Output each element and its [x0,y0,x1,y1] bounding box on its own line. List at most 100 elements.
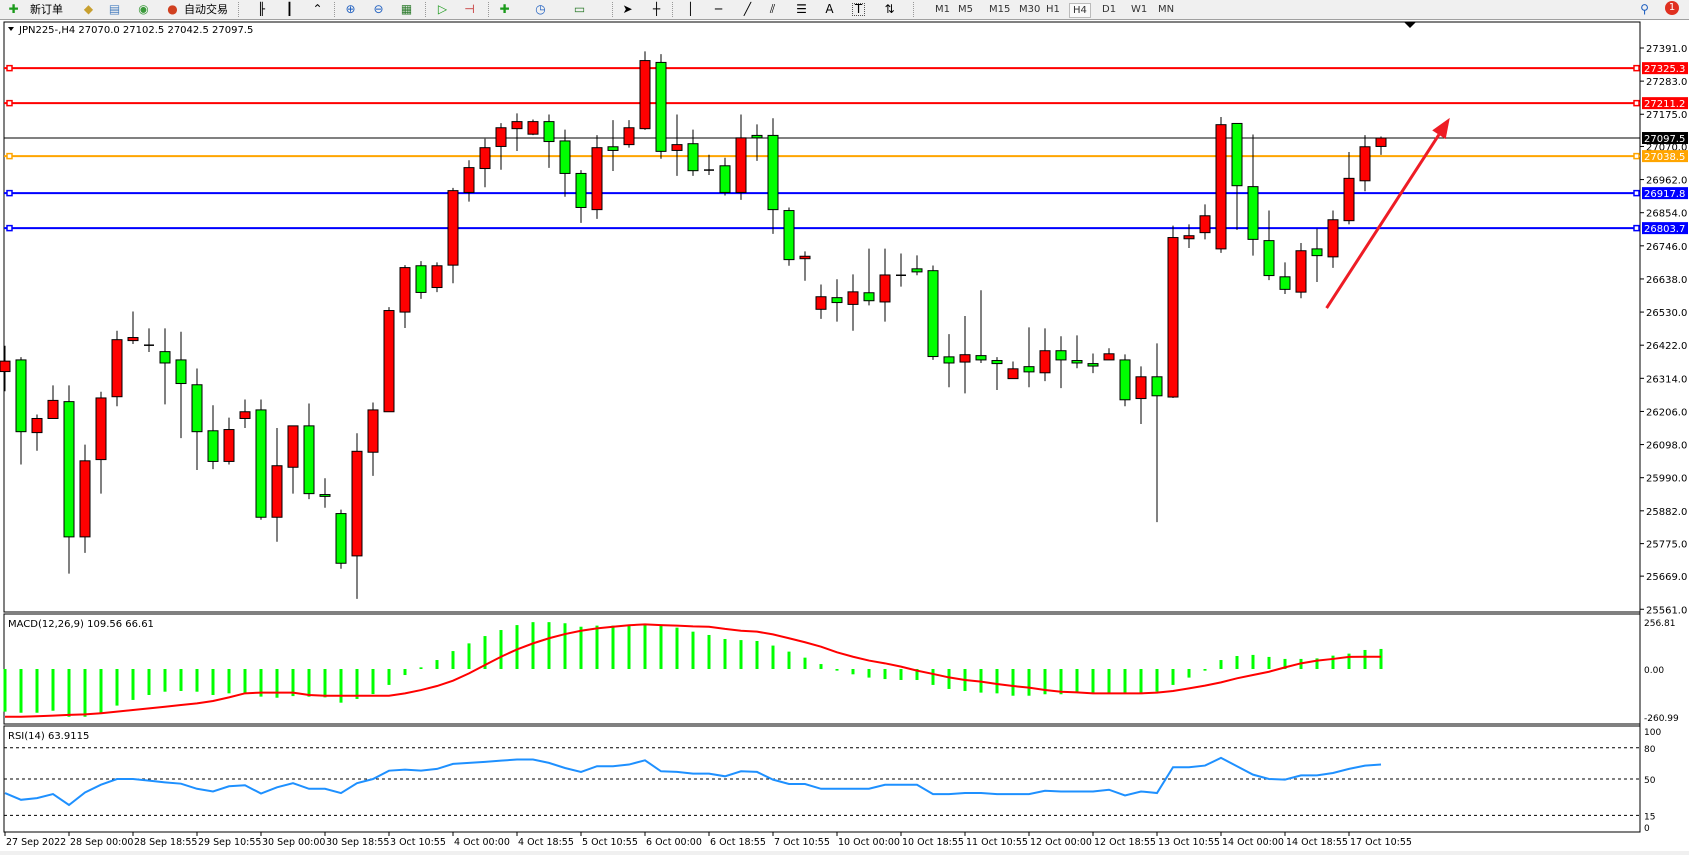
candle [159,328,171,405]
timeframe-m30[interactable]: M30 [1019,4,1041,15]
macd-bar [435,660,439,669]
macd-bar [1059,669,1063,695]
timeframe-h4[interactable]: H4 [1069,3,1091,18]
notifications-icon[interactable]: 1 [1665,1,1679,15]
dropdown-triangle-icon [8,27,14,31]
candle-body [1119,359,1131,401]
fibonacci-icon[interactable]: ☰ [796,2,807,16]
rsi-y-tick-label: 80 [1644,745,1656,755]
navigator-icon[interactable]: ▤ [108,2,121,16]
zoom-in-icon[interactable]: ⊕ [345,2,356,16]
vertical-line-icon[interactable]: │ [686,2,695,16]
new-order-icon[interactable]: ✚ [8,2,19,16]
candle-body [95,397,107,461]
macd-bar [691,631,695,669]
macd-bar [403,669,407,676]
price-label-box [1642,222,1688,235]
periods-icon[interactable]: ◷ [535,2,546,16]
price-label-box [1642,97,1688,110]
timeframe-m1[interactable]: M1 [935,4,950,15]
autoscroll-icon[interactable]: ▷ [437,2,448,16]
candle-body [175,359,187,385]
bar-chart-icon[interactable]: ╟ [257,2,266,16]
candle [47,385,59,419]
candle [1263,210,1275,281]
rsi-title: RSI(14) 63.9115 [8,731,89,742]
candle-body [1327,219,1339,258]
y-tick-label: 26746.0 [1646,242,1687,253]
macd-bar [371,669,375,695]
market-watch-icon[interactable]: ◆ [83,2,94,16]
macd-bar [83,669,87,717]
x-tick-label: 17 Oct 10:55 [1350,837,1412,848]
candle-body [1231,122,1243,187]
x-tick-label: 10 Oct 18:55 [902,837,964,848]
candle [239,399,251,429]
text-label-icon[interactable]: T [852,3,865,16]
macd-bar [883,669,887,680]
auto-trade-icon[interactable]: ● [167,2,178,16]
new-order-button[interactable]: 新订单 [30,3,63,16]
candle [463,160,475,202]
timeframe-h1[interactable]: H1 [1046,4,1060,15]
status-bar [0,851,1689,855]
trendline-icon[interactable]: ╱ [743,2,752,16]
macd-bar [1235,656,1239,669]
tile-windows-icon[interactable]: ▦ [400,2,413,16]
macd-bar [419,667,423,669]
x-tick-label: 11 Oct 10:55 [966,837,1028,848]
candle-body [31,417,43,434]
price-label-box [1642,132,1688,145]
timeframe-w1[interactable]: W1 [1131,4,1148,15]
timeframe-d1[interactable]: D1 [1102,4,1117,15]
candlestick-icon[interactable]: ┃ [285,2,294,16]
macd-bar [499,630,503,669]
candle-body [847,291,859,305]
indicators-icon[interactable]: ✚ [499,2,510,16]
macd-y-tick-label: 256.81 [1644,619,1676,629]
macd-bar [1043,669,1047,695]
timeframe-m15[interactable]: M15 [989,4,1011,15]
crosshair-icon[interactable]: ┼ [652,2,661,16]
horizontal-line-icon[interactable]: ─ [714,2,723,16]
macd-bar [467,643,471,669]
macd-bar [195,669,199,692]
cursor-icon[interactable]: ➤ [622,2,633,16]
x-tick-label: 3 Oct 10:55 [390,837,446,848]
timeframe-m5[interactable]: M5 [958,4,973,15]
equidistant-channel-icon[interactable]: ⫽ [769,2,776,16]
x-tick-label: 4 Oct 00:00 [454,837,510,848]
macd-bar [595,625,599,669]
macd-bar [163,669,167,692]
templates-icon[interactable]: ▭ [573,2,586,16]
candle [1311,228,1323,283]
macd-bar [707,634,711,669]
macd-bar [563,623,567,669]
arrows-icon[interactable]: ⇅ [884,2,895,16]
rsi-line [4,756,1382,807]
y-tick-label: 25561.0 [1646,605,1687,616]
macd-bar [115,669,119,706]
timeframe-mn[interactable]: MN [1158,4,1175,15]
chart-window[interactable]: 27391.0 27283.0 27175.0 27070.0 26962.0 26854… [0,19,1689,851]
candle-body [319,494,331,497]
panel-main [3,21,1641,613]
zoom-out-icon[interactable]: ⊖ [373,2,384,16]
trend-arrow-head [1432,117,1450,140]
macd-bar [579,626,583,669]
candle-body [63,401,75,538]
candle-body [623,127,635,146]
search-icon[interactable]: ⚲ [1640,2,1649,16]
x-tick-label: 6 Oct 18:55 [710,837,766,848]
auto-trade-button[interactable]: 自动交易 [184,3,228,16]
y-tick-label: 26206.0 [1646,407,1687,418]
candle [367,402,379,476]
candle [1151,343,1163,523]
line-chart-icon[interactable]: ⌃ [312,2,323,16]
chart-shift-icon[interactable]: ⊣ [464,2,475,16]
macd-bar [739,640,743,669]
candle [1375,136,1387,155]
terminal-icon[interactable]: ◉ [138,2,149,16]
candle-body [47,399,59,419]
text-icon[interactable]: A [825,2,834,16]
